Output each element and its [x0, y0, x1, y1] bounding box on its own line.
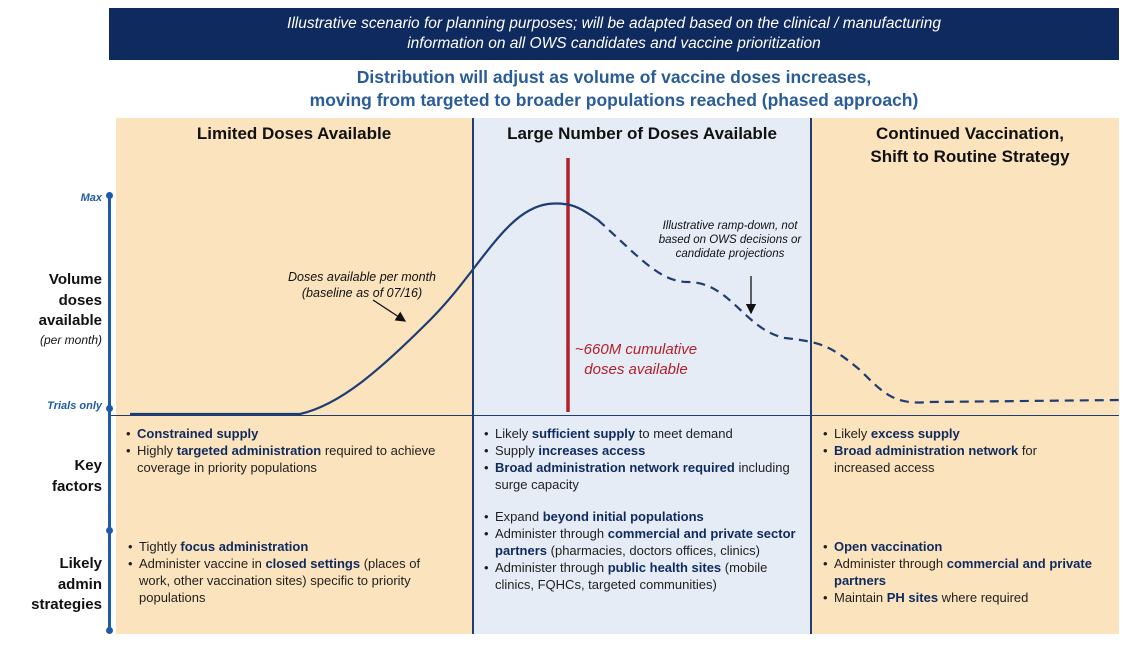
- axis-min-dot: [106, 405, 113, 412]
- admin-strategies-continued: Open vaccination Administer through comm…: [823, 538, 1093, 606]
- phase-divider-2: [810, 118, 812, 634]
- axis-section-dot: [106, 527, 113, 534]
- axis-min-label: Trials only: [47, 400, 102, 412]
- list-item: Administer through public health sites (…: [484, 559, 796, 593]
- list-item: Maintain PH sites where required: [823, 589, 1093, 606]
- list-item: Broad administration network for increas…: [823, 442, 1093, 476]
- row-label-key-factors: Key factors: [51, 457, 102, 495]
- banner-line-1: Illustrative scenario for planning purpo…: [287, 15, 941, 32]
- list-item: Open vaccination: [823, 538, 1093, 555]
- dose-curve-solid: [130, 202, 599, 416]
- banner-line-2: information on all OWS candidates and va…: [407, 35, 821, 52]
- headline-line-2: moving from targeted to broader populati…: [309, 90, 919, 110]
- list-item: Expand beyond initial populations: [484, 508, 796, 525]
- phase-title-continued: Continued Vaccination, Shift to Routine …: [870, 124, 1070, 166]
- list-item: Administer through commercial and privat…: [484, 525, 796, 559]
- admin-strategies-large: Expand beyond initial populations Admini…: [484, 508, 796, 593]
- ramp-down-annotation: Illustrative ramp-down, not based on OWS…: [658, 220, 802, 260]
- list-item: Tightly focus administration: [128, 538, 448, 555]
- list-item: Constrained supply: [126, 425, 446, 442]
- chart-baseline: [109, 415, 1119, 416]
- row-label-volume: Volume doses available (per month): [38, 271, 102, 347]
- headline: Distribution will adjust as volume of va…: [109, 66, 1119, 112]
- list-item: Administer vaccine in closed settings (p…: [128, 555, 448, 606]
- axis-max-label: Max: [80, 192, 102, 204]
- list-item: Highly targeted administration required …: [126, 442, 446, 476]
- cumulative-doses-label: ~660M cumulative doses available: [574, 341, 698, 378]
- list-item: Likely sufficient supply to meet demand: [484, 425, 794, 442]
- dose-curve-dashed: [597, 219, 1121, 404]
- axis-max-dot: [106, 192, 113, 199]
- key-factors-large: Likely sufficient supply to meet demand …: [484, 425, 794, 493]
- admin-strategies-limited: Tightly focus administration Administer …: [128, 538, 448, 606]
- list-item: Administer through commercial and privat…: [823, 555, 1093, 589]
- key-factors-continued: Likely excess supply Broad administratio…: [823, 425, 1093, 476]
- disclaimer-banner: Illustrative scenario for planning purpo…: [109, 8, 1119, 60]
- axis-end-dot: [106, 627, 113, 634]
- row-label-admin-strategies: Likely admin strategies: [31, 555, 102, 613]
- phase-title-large: Large Number of Doses Available: [507, 124, 777, 143]
- phase-divider-1: [472, 118, 474, 634]
- phase-title-limited: Limited Doses Available: [196, 124, 392, 143]
- doses-annotation: Doses available per month (baseline as o…: [288, 270, 436, 300]
- doses-annotation-arrow: [372, 299, 407, 322]
- vertical-axis: [108, 196, 111, 632]
- key-factors-limited: Constrained supply Highly targeted admin…: [126, 425, 446, 476]
- list-item: Likely excess supply: [823, 425, 1093, 442]
- headline-line-1: Distribution will adjust as volume of va…: [356, 67, 872, 87]
- list-item: Supply increases access: [484, 442, 794, 459]
- list-item: Broad administration network required in…: [484, 459, 794, 493]
